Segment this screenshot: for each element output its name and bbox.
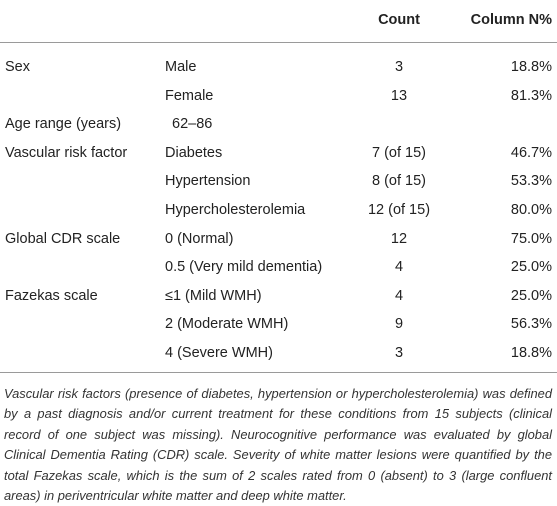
count-cell: 12 (of 15) [367,202,431,218]
header-rule [0,42,557,43]
row-item: Male [165,59,197,75]
count-cell: 4 [394,259,404,276]
row-group: Age range (years) [5,116,122,133]
percent-cell: 56.3% [510,316,552,333]
percent-cell: 75.0% [510,230,552,247]
row-item: 62–86 [172,116,213,133]
percent-cell: 25.0% [510,287,552,304]
row-group: Fazekas scale [5,287,98,304]
row-item: 4 (Severe WMH) [165,345,273,361]
page: Count Column N% Sex Male 3 18.8% Female 13 81.… [0,12,557,504]
row-item: Female [165,87,214,104]
row-item: ≤1 (Mild WMH) [165,287,262,304]
count-cell: 12 [390,230,408,247]
percent-cell: 81.3% [510,87,552,104]
row-item: 0.5 (Very mild dementia) [165,259,323,276]
row-item: Diabetes [165,144,223,161]
row-item: 0 (Normal) [165,230,234,247]
percent-cell: 18.8% [510,59,552,75]
header-count: Count [378,12,420,28]
percent-cell: 46.7% [510,144,552,161]
footnote: Vascular risk factors (presence of diabe… [4,386,552,504]
percent-cell: 25.0% [510,259,552,276]
count-cell: 9 [394,316,404,333]
count-cell: 4 [394,287,404,304]
row-group: Vascular risk factor [5,144,128,161]
row-group: Global CDR scale [5,230,121,247]
row-item: Hypercholesterolemia [165,202,306,218]
count-cell: 3 [394,345,404,361]
percent-cell: 18.8% [510,345,552,361]
table-bottom-rule [0,372,557,373]
count-cell: 3 [394,59,404,75]
count-cell: 13 [390,87,408,104]
percent-cell: 53.3% [510,173,552,190]
header-percent: Column N% [470,12,552,28]
row-item: Hypertension [165,173,251,190]
count-cell: 8 (of 15) [372,173,426,190]
count-cell: 7 (of 15) [372,144,426,161]
percent-cell: 80.0% [510,202,552,218]
row-item: 2 (Moderate WMH) [165,316,289,333]
row-group: Sex [5,59,30,75]
